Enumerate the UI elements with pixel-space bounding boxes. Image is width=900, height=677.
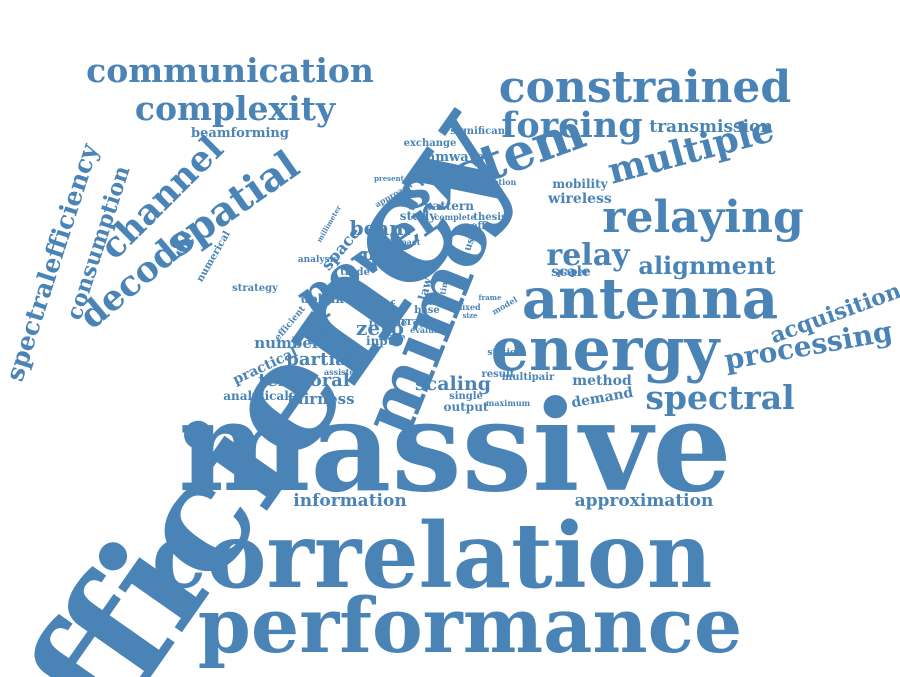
word-evaluate: evaluate xyxy=(410,325,448,335)
word-uplink: uplink xyxy=(300,292,344,306)
word-antenna: antenna xyxy=(522,266,778,332)
word-relay: relay xyxy=(546,238,631,273)
word-output: output xyxy=(444,400,489,414)
word-performance: performance xyxy=(198,581,743,670)
word-transmission: transmission xyxy=(649,117,773,137)
word-paper: paper xyxy=(557,267,590,278)
word-state: state xyxy=(424,297,446,307)
word-approximation: approximation xyxy=(575,491,714,511)
word-reception: reception xyxy=(474,177,517,187)
word-frame: frame xyxy=(478,293,502,302)
word-multipair: multipair xyxy=(502,372,555,383)
word-spectral: spectral xyxy=(645,378,794,417)
word-pair: pair xyxy=(362,244,403,265)
word-scaling: scaling xyxy=(415,373,491,395)
word-fixed: fixed xyxy=(459,302,481,312)
word-alignment: alignment xyxy=(638,251,775,280)
word-present: present xyxy=(374,174,405,183)
word-massive: massive xyxy=(178,374,732,520)
word-size: size xyxy=(462,311,478,320)
word-assisted: assisted xyxy=(324,367,361,377)
word-reduce: reduce xyxy=(369,318,407,329)
word-single: single xyxy=(449,391,483,402)
word-forcing: forcing xyxy=(501,105,642,146)
word-law: law xyxy=(415,276,435,302)
word-effect: effect xyxy=(471,221,503,232)
word-station: station xyxy=(487,348,523,358)
word-correlation: correlation xyxy=(152,503,713,609)
word-zero: zero xyxy=(356,316,404,340)
word-beam: beam xyxy=(350,216,411,240)
word-constrained: constrained xyxy=(499,62,791,113)
word-temporal: temporal xyxy=(258,370,350,391)
word-mobility: mobility xyxy=(552,177,608,191)
word-significant: significant xyxy=(450,126,510,137)
word-stage: stage xyxy=(378,333,405,343)
word-strategy: strategy xyxy=(232,283,279,294)
word-relaying: relaying xyxy=(602,192,803,243)
word-study: study xyxy=(400,209,437,223)
word-analysis: analysis xyxy=(298,255,338,265)
word-half: half xyxy=(366,298,399,320)
word-mmwave: mmwave xyxy=(422,150,485,165)
word-time: time xyxy=(437,274,450,296)
word-communication: communication xyxy=(86,51,374,90)
word-beamforming: beamforming xyxy=(191,126,289,141)
word-scale: scale xyxy=(551,264,591,280)
word-complexity: complexity xyxy=(135,89,336,128)
word-impact: impact xyxy=(390,237,421,247)
word-analytical: analytical xyxy=(223,389,289,403)
word-exchange: exchange xyxy=(404,138,457,149)
word-pattern: pattern xyxy=(424,199,474,213)
word-method: method xyxy=(572,373,632,389)
word-thesis: thesis xyxy=(473,212,507,223)
word-number: number xyxy=(254,334,321,352)
word-energy: energy xyxy=(491,315,722,385)
word-partial: partial xyxy=(286,349,354,370)
word-base: base xyxy=(414,305,439,316)
word-trade: trade xyxy=(340,267,370,278)
word-wireless: wireless xyxy=(547,191,612,207)
word-maximum: maximum xyxy=(486,398,531,408)
word-array: array xyxy=(394,315,427,328)
word-information: information xyxy=(293,491,406,511)
word-input: input xyxy=(366,334,402,348)
word-result: result xyxy=(482,369,515,380)
word-complete: complete xyxy=(434,212,475,222)
word-fairness: fairness xyxy=(287,390,354,408)
